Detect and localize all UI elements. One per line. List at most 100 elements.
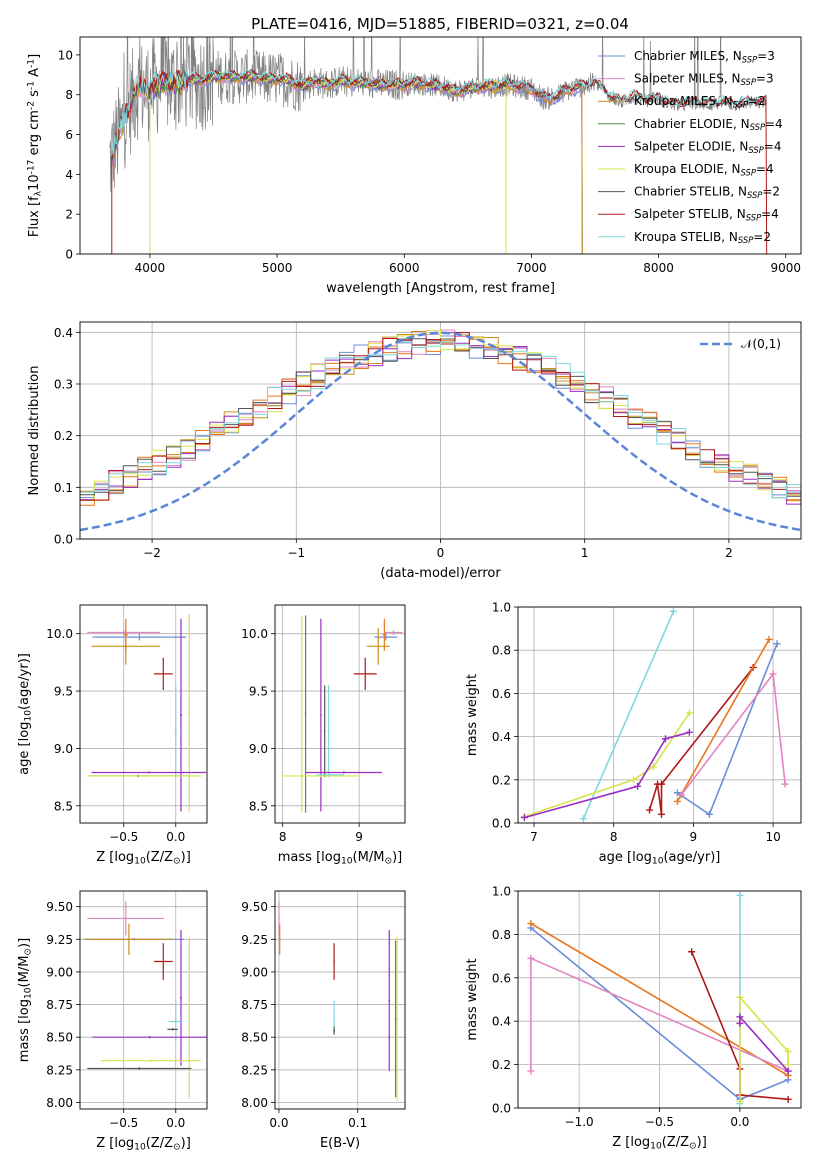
data-point: [773, 640, 781, 648]
x-tick-label: 0.1: [348, 1116, 367, 1130]
plot-area: [87, 614, 206, 812]
data-point: [685, 709, 693, 717]
y-tick-label: 8.25: [46, 1063, 73, 1077]
data-point: [736, 993, 744, 1001]
data-point: [685, 728, 693, 736]
plot-area: [80, 329, 801, 532]
y-tick-label: 0.0: [492, 1102, 511, 1116]
x-axis-label: Z [log10(Z/Z⊙)]: [96, 1136, 191, 1153]
y-tick-label: 9.50: [241, 900, 268, 914]
x-tick-label: 4000: [135, 261, 166, 275]
data-point: [688, 948, 696, 956]
data-point: [634, 782, 642, 790]
data-point: [736, 1019, 744, 1027]
series-line: [676, 639, 770, 802]
data-point: [765, 635, 773, 643]
data-point: [646, 806, 654, 814]
data-point: [661, 735, 669, 743]
x-tick-label: 0.0: [166, 830, 185, 844]
x-axis-label: Z [log10(Z/Z⊙)]: [612, 1135, 707, 1152]
y-tick-label: 0.8: [492, 928, 511, 942]
y-tick-label: 2: [65, 208, 73, 222]
y-axis-label: Normed distribution: [27, 366, 42, 496]
data-point: [736, 1013, 744, 1021]
y-tick-label: 9.5: [249, 685, 268, 699]
y-tick-label: 0.8: [492, 644, 511, 658]
y-axis-label: Flux [fλ10-17 erg cm-2 s-1 A-1]: [26, 54, 43, 237]
y-tick-label: 0.1: [54, 481, 73, 495]
y-tick-label: 4: [65, 168, 73, 182]
legend-label: Salpeter ELODIE, NSSP=4: [634, 139, 782, 154]
legend: Chabrier MILES, NSSP=3 Salpeter MILES, NS…: [598, 49, 783, 245]
axes-frame: [274, 604, 406, 824]
y-tick-label: 0.4: [492, 1015, 511, 1029]
axes-frame: [79, 604, 208, 824]
data-point: [527, 1067, 535, 1075]
x-tick-label: 8: [279, 830, 287, 844]
y-tick-label: 10: [58, 48, 73, 62]
data-point: [705, 810, 713, 818]
series-line: [524, 731, 690, 819]
y-tick-label: 9.00: [46, 965, 73, 979]
axes-frame: [79, 36, 802, 255]
plot-area: [527, 891, 792, 1108]
x-axis-label: age [log10(age/yr)]: [599, 850, 721, 867]
axes-weight_vs_age: 7 8 9 10 0.0 0.2 0.4 0.6 0.8 1.0 age [log10(age/yr…: [465, 601, 802, 867]
x-tick-label: 8000: [643, 261, 674, 275]
y-tick-label: 0: [65, 248, 73, 262]
x-tick-label: 6000: [389, 261, 420, 275]
axes-mass_vs_Z: −0.5 0.0 8.00 8.25 8.50 8.75 9.00 9.25 9.50 Z [lo…: [17, 890, 208, 1153]
y-tick-label: 0.3: [54, 378, 73, 392]
model-line-kroupa-stelib: [111, 68, 766, 156]
y-tick-label: 9.0: [54, 742, 73, 756]
x-tick-label: −0.5: [109, 1116, 138, 1130]
data-point: [579, 815, 587, 823]
x-tick-label: 7: [530, 830, 538, 844]
y-tick-label: 8.75: [46, 998, 73, 1012]
data-point: [657, 780, 665, 788]
x-axis-label: E(B-V): [320, 1136, 360, 1151]
y-tick-label: 8.50: [241, 1031, 268, 1045]
axes-mass_vs_ebv: 0.0 0.1 8.00 8.25 8.50 8.75 9.00 9.25 9.50 E(B-V): [241, 890, 406, 1151]
y-tick-label: 8.5: [249, 799, 268, 813]
data-point: [781, 780, 789, 788]
data-point: [784, 1067, 792, 1075]
plot-area: [108, 37, 768, 254]
y-tick-label: 9.0: [249, 742, 268, 756]
x-tick-label: 7000: [516, 261, 547, 275]
y-tick-label: 0.4: [492, 730, 511, 744]
y-tick-label: 8.5: [54, 799, 73, 813]
data-point: [769, 670, 777, 678]
series-line: [582, 610, 675, 820]
y-tick-label: 8.00: [241, 1096, 268, 1110]
axes-weight_vs_Z: −1.0 −0.5 0.0 0.0 0.2 0.4 0.6 0.8 1.0 Z [log10(Z/…: [465, 885, 802, 1152]
x-tick-label: 0.0: [730, 1115, 749, 1129]
data-point: [527, 920, 535, 928]
y-tick-label: 0.6: [492, 687, 511, 701]
data-point: [736, 891, 744, 899]
legend-label: Salpeter STELIB, NSSP=4: [634, 207, 779, 222]
x-tick-label: 10: [765, 830, 780, 844]
y-tick-label: 8.25: [241, 1063, 268, 1077]
data-point: [657, 810, 665, 818]
axes-spectrum: 4000 5000 6000 7000 8000 9000 0 2 4 6 8 10 wavelengt…: [26, 36, 802, 296]
legend-label: Kroupa MILES, NSSP=2: [634, 94, 766, 109]
data-point: [630, 776, 638, 784]
y-tick-label: 0.2: [492, 1058, 511, 1072]
y-tick-label: 8: [65, 88, 73, 102]
series-line: [676, 643, 778, 816]
normal-curve: [80, 331, 801, 532]
y-tick-label: 9.00: [241, 965, 268, 979]
y-tick-label: 1.0: [492, 601, 511, 615]
data-point: [673, 797, 681, 805]
legend: 𝒩(0,1): [700, 337, 781, 351]
axes-age_vs_mass: 8 9 8.5 9.0 9.5 10.0 mass [log10(M/M⊙)]: [241, 604, 406, 867]
data-point: [784, 1048, 792, 1056]
y-tick-label: 9.25: [241, 933, 268, 947]
data-point: [736, 1097, 744, 1105]
axes-frame: [517, 606, 802, 824]
y-tick-label: 0.6: [492, 971, 511, 985]
plot-area: [520, 607, 789, 823]
data-point: [520, 814, 528, 822]
